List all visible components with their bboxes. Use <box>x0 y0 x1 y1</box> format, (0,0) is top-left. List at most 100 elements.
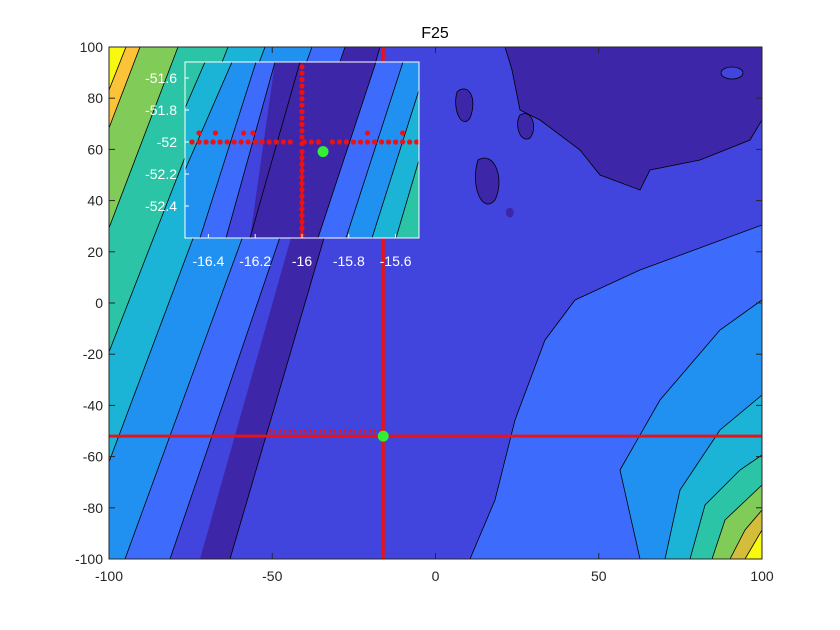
sample-point <box>414 139 419 145</box>
contour-line <box>517 113 534 140</box>
sample-point <box>259 139 265 145</box>
contour-island-small-3 <box>517 113 534 140</box>
sample-point <box>299 96 305 102</box>
sample-point <box>299 134 305 140</box>
contour-band-right-2 <box>620 300 762 559</box>
inset-y-tick-label: -51.6 <box>145 70 177 86</box>
x-axis: -100 -50 0 50 100 <box>95 47 774 584</box>
sample-point <box>212 130 219 136</box>
inset-band <box>346 62 419 238</box>
x-tick-label: 0 <box>432 568 440 584</box>
chart-title: F25 <box>421 25 449 42</box>
sample-point <box>299 102 305 108</box>
y-tick-label: 40 <box>87 193 103 209</box>
sample-point <box>393 139 399 145</box>
sample-point <box>245 139 251 145</box>
contour-line <box>469 224 762 559</box>
sample-point <box>238 139 244 145</box>
inset-sample-points <box>189 64 419 238</box>
sample-point <box>299 115 305 121</box>
sample-point <box>273 139 279 145</box>
contour-band-right-5 <box>712 485 762 559</box>
sample-point <box>299 77 305 83</box>
inset-band <box>250 62 376 238</box>
y-tick-label: 20 <box>87 244 103 260</box>
inset-x-tick-label: -16 <box>292 253 312 269</box>
sample-point <box>252 139 258 145</box>
y-tick-label: -100 <box>75 551 103 567</box>
sample-point <box>385 139 392 145</box>
inset-optimum-marker <box>317 146 329 158</box>
contour-line <box>475 157 500 205</box>
sample-point <box>364 139 371 145</box>
sample-point <box>299 83 305 89</box>
inset-zoom-plot: -16.4 -16.2 -16 -15.8 -15.6 -51.6 -51.8 -52 -52… <box>145 61 420 269</box>
inset-band <box>185 62 256 238</box>
inset-x-tick-label: -15.6 <box>380 253 412 269</box>
inset-band <box>200 62 275 238</box>
contour-line <box>711 484 762 559</box>
y-tick-label: -60 <box>83 449 103 465</box>
sample-point <box>196 139 202 145</box>
sample-point <box>357 139 364 145</box>
sample-point <box>378 139 385 145</box>
x-tick-label: -100 <box>95 568 123 584</box>
inset-y-tick-label: -52.4 <box>145 198 177 214</box>
contour-band-right-6 <box>730 510 762 559</box>
contour-island-top-right <box>505 47 762 190</box>
inset-contour-lines <box>185 62 419 238</box>
y-tick-label: 80 <box>87 90 103 106</box>
inset-contour-line <box>249 62 301 238</box>
sample-point <box>196 130 202 136</box>
sample-point <box>280 139 286 145</box>
sample-point <box>299 109 305 115</box>
contour-line <box>689 454 762 559</box>
sample-point <box>266 139 272 145</box>
sample-point <box>336 139 343 145</box>
inset-y-tick-label: -52.2 <box>145 166 177 182</box>
sample-point <box>350 139 357 145</box>
x-tick-label: 100 <box>750 568 774 584</box>
sample-point <box>371 139 378 145</box>
inset-contour-line <box>317 62 377 238</box>
inset-contour-line <box>225 62 276 238</box>
inset-contour-line <box>395 159 419 238</box>
inset-contour-line <box>185 62 206 109</box>
sample-point <box>299 141 305 147</box>
sample-point <box>407 139 413 145</box>
y-axis: -100 -80 -60 -40 -20 0 20 40 60 80 100 <box>75 39 762 567</box>
contour-band-right-4 <box>690 455 762 559</box>
sample-point <box>343 139 350 145</box>
inset-contour-line <box>371 89 419 238</box>
contour-line <box>619 299 762 559</box>
sample-point <box>308 139 314 145</box>
sample-point <box>400 130 406 136</box>
y-tick-label: 100 <box>80 39 104 55</box>
y-tick-label: -20 <box>83 346 103 362</box>
sample-point <box>400 139 406 145</box>
sample-point <box>364 130 371 136</box>
inset-contour-line <box>345 62 404 238</box>
optimum-marker <box>377 430 389 442</box>
inset-y-tick-label: -51.8 <box>145 102 177 118</box>
inset-x-axis: -16.4 -16.2 -16 -15.8 -15.6 <box>192 234 412 269</box>
y-tick-label: -40 <box>83 397 103 413</box>
inset-contour-line <box>185 62 233 171</box>
contour-island-small-2 <box>475 158 499 205</box>
x-tick-label: 50 <box>591 568 607 584</box>
inset-x-tick-label: -16.2 <box>239 253 271 269</box>
contour-line <box>729 509 762 559</box>
sample-point <box>299 70 305 76</box>
y-tick-label: -80 <box>83 500 103 516</box>
contour-band-right-1 <box>470 225 762 559</box>
y-tick-label: 0 <box>95 295 103 311</box>
sample-point <box>287 139 293 145</box>
sample-point <box>329 139 336 145</box>
inset-y-axis: -51.6 -51.8 -52 -52.2 -52.4 <box>145 70 189 214</box>
inset-x-tick-label: -16.4 <box>192 253 224 269</box>
sample-point <box>210 139 216 145</box>
sample-point <box>189 139 195 145</box>
contour-line <box>109 47 179 229</box>
contour-line <box>109 47 141 129</box>
